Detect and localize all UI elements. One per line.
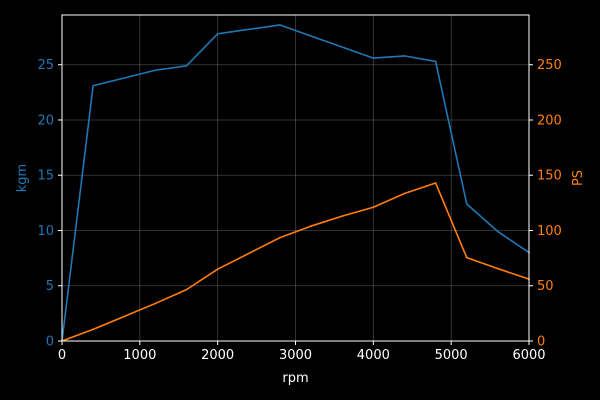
- torque-point: [216, 32, 219, 35]
- x-tick-label: 6000: [512, 348, 545, 363]
- power-point: [92, 328, 95, 331]
- series-layer: [61, 24, 530, 342]
- power-point: [279, 236, 281, 239]
- power-point: [154, 302, 157, 305]
- torque-point: [92, 84, 95, 87]
- y-left-tick-label: 10: [37, 224, 54, 239]
- y-right-tick-label: 0: [537, 335, 545, 350]
- y-axis-right: 0 50 100 150 200 250: [529, 58, 562, 350]
- y-axis-right-title: PS: [571, 170, 586, 186]
- torque-point: [434, 60, 437, 63]
- y-left-tick-label: 0: [46, 335, 54, 350]
- y-left-tick-label: 20: [37, 113, 54, 128]
- x-tick-label: 4000: [357, 348, 390, 363]
- power-point: [434, 182, 437, 184]
- torque-point: [279, 24, 281, 26]
- x-axis-title: rpm: [282, 371, 308, 386]
- torque-point: [403, 54, 406, 57]
- power-point: [465, 256, 468, 259]
- y-right-tick-label: 250: [537, 58, 562, 73]
- torque-point: [185, 64, 188, 67]
- x-tick-label: 2000: [201, 348, 234, 363]
- y-left-tick-label: 25: [37, 58, 54, 73]
- x-tick-label: 5000: [435, 348, 468, 363]
- torque-point: [465, 203, 468, 205]
- power-point: [310, 225, 312, 227]
- grid: [61, 15, 530, 342]
- power-line: [61, 182, 530, 342]
- y-right-tick-label: 50: [537, 279, 554, 294]
- power-point: [216, 268, 219, 271]
- power-point: [341, 215, 344, 218]
- power-point: [372, 206, 375, 209]
- y-right-tick-label: 100: [537, 224, 562, 239]
- x-axis: 0 1000 2000 3000 4000 5000 6000: [58, 341, 546, 363]
- y-right-tick-label: 200: [537, 113, 562, 128]
- torque-line: [61, 24, 530, 342]
- y-left-tick-label: 5: [46, 279, 54, 294]
- y-left-tick-label: 15: [37, 169, 54, 184]
- power-point: [496, 267, 499, 270]
- x-tick-label: 0: [58, 348, 66, 363]
- torque-point: [372, 57, 375, 59]
- power-point: [185, 288, 188, 291]
- y-axis-left: 0 5 10 15 20 25: [37, 58, 62, 350]
- x-tick-label: 1000: [123, 348, 156, 363]
- power-point: [403, 192, 406, 195]
- torque-point: [496, 230, 499, 233]
- torque-point: [154, 69, 157, 72]
- x-tick-label: 3000: [279, 348, 312, 363]
- y-axis-left-title: kgm: [15, 164, 30, 192]
- y-right-tick-label: 150: [537, 169, 562, 184]
